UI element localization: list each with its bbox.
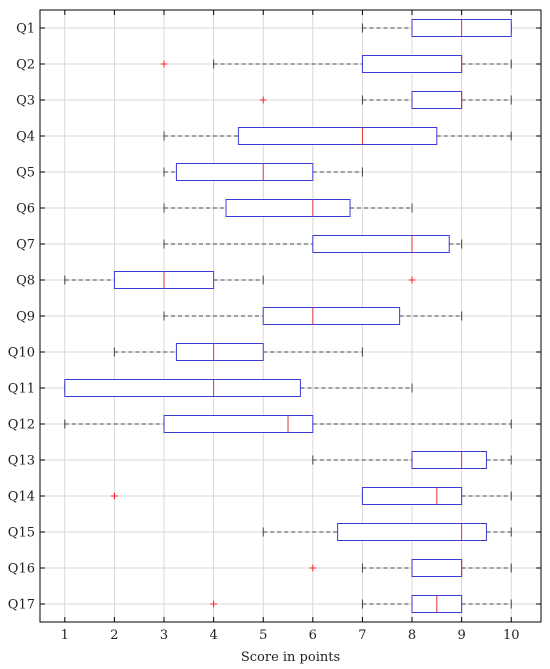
box-q13 [312, 451, 512, 469]
box-q15 [262, 523, 512, 541]
iqr-box [337, 523, 487, 541]
box-q12 [64, 415, 512, 433]
box-q1 [361, 19, 512, 37]
outlier-point [210, 600, 218, 608]
iqr-box [411, 451, 487, 469]
box-q8 [64, 271, 416, 289]
outlier-point [110, 492, 118, 500]
outlier-point [160, 60, 168, 68]
iqr-box [225, 199, 351, 217]
iqr-box [361, 487, 463, 505]
x-tick-label: 2 [110, 628, 118, 643]
x-tick-label: 10 [503, 628, 520, 643]
iqr-box [163, 415, 314, 433]
outlier-point [259, 96, 267, 104]
x-axis-label: Score in points [241, 650, 340, 665]
box-q16 [309, 559, 512, 577]
y-tick-label: Q17 [8, 598, 35, 613]
x-tick-label: 1 [61, 628, 69, 643]
box-q10 [113, 343, 363, 361]
box-q7 [163, 235, 463, 253]
box-q11 [64, 379, 413, 397]
y-tick-label: Q16 [8, 562, 35, 577]
iqr-box [175, 343, 264, 361]
x-tick-label: 8 [408, 628, 416, 643]
y-tick-label: Q15 [8, 526, 35, 541]
y-tick-label: Q12 [8, 418, 35, 433]
x-tick-label: 6 [309, 628, 317, 643]
iqr-box [262, 307, 401, 325]
y-tick-label: Q2 [16, 58, 35, 73]
y-tick-label: Q1 [16, 22, 35, 37]
plot-frame [39, 9, 542, 623]
outlier-point [309, 564, 317, 572]
y-tick-label: Q8 [16, 274, 35, 289]
iqr-box [361, 55, 463, 73]
y-tick-label: Q3 [16, 94, 35, 109]
iqr-box [237, 127, 438, 145]
boxes-layer [64, 19, 512, 613]
y-tick-label: Q5 [16, 166, 35, 181]
outlier-point [408, 276, 416, 284]
y-tick-label: Q14 [8, 490, 35, 505]
iqr-box [411, 559, 463, 577]
y-tick-label: Q13 [8, 454, 35, 469]
iqr-box [175, 163, 314, 181]
x-tick-label: 7 [358, 628, 366, 643]
x-tick-label: 3 [160, 628, 168, 643]
y-tick-label: Q11 [8, 382, 35, 397]
iqr-box [411, 91, 463, 109]
iqr-box [64, 379, 301, 397]
x-tick-label: 9 [457, 628, 465, 643]
box-q4 [163, 127, 512, 145]
x-tick-label: 4 [209, 628, 217, 643]
box-q9 [163, 307, 463, 325]
iqr-box [312, 235, 450, 253]
ticks-layer: 1 2 3 4 5 6 7 8 9 10 Q1 Q2 Q3 Q4 Q5 Q6 Q7 Q8 Q9 Q10 Q11 Q12 Q1… [8, 10, 541, 643]
y-tick-label: Q4 [16, 130, 35, 145]
box-q17 [210, 595, 512, 613]
box-q3 [259, 91, 512, 109]
box-q6 [163, 199, 413, 217]
box-q5 [163, 163, 363, 181]
y-tick-label: Q10 [8, 346, 35, 361]
x-tick-label: 5 [259, 628, 267, 643]
y-tick-label: Q9 [16, 310, 35, 325]
box-q14 [110, 487, 512, 505]
y-tick-label: Q7 [16, 238, 35, 253]
box-q2 [160, 55, 512, 73]
y-tick-label: Q6 [16, 202, 35, 217]
